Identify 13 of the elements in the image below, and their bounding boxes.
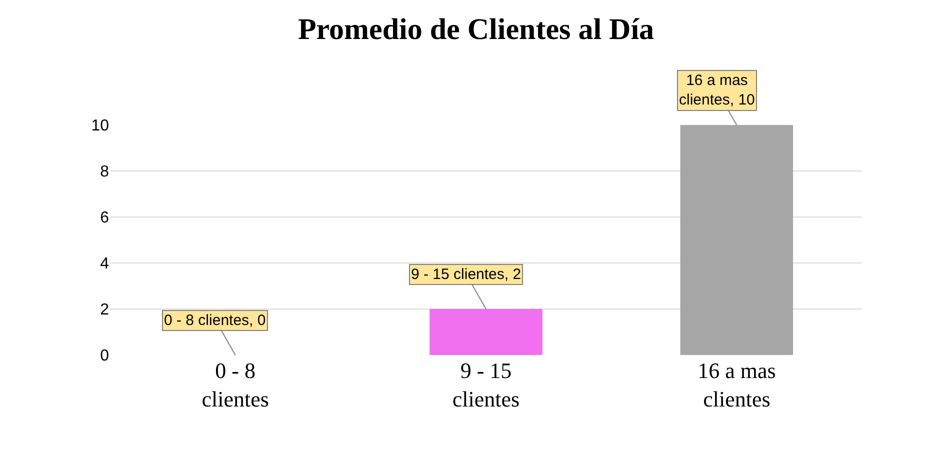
data-label: 0 - 8 clientes, 0	[164, 312, 266, 329]
data-label: 16 a mas clientes, 10	[679, 72, 755, 108]
y-tick-label: 0	[100, 348, 110, 365]
y-tick-label: 4	[100, 256, 110, 273]
y-tick-label: 6	[100, 210, 110, 227]
x-tick-label: 9 - 15 clientes	[452, 358, 520, 412]
y-tick-label: 10	[91, 118, 110, 135]
y-tick-label: 2	[100, 302, 110, 319]
data-label: 9 - 15 clientes, 2	[411, 266, 522, 283]
x-tick-label: 0 - 8 clientes	[202, 358, 269, 412]
y-tick-label: 8	[100, 164, 110, 181]
chart-title: Promedio de Clientes al Día	[298, 13, 654, 46]
x-tick-label: 16 a mas clientes	[698, 358, 776, 412]
